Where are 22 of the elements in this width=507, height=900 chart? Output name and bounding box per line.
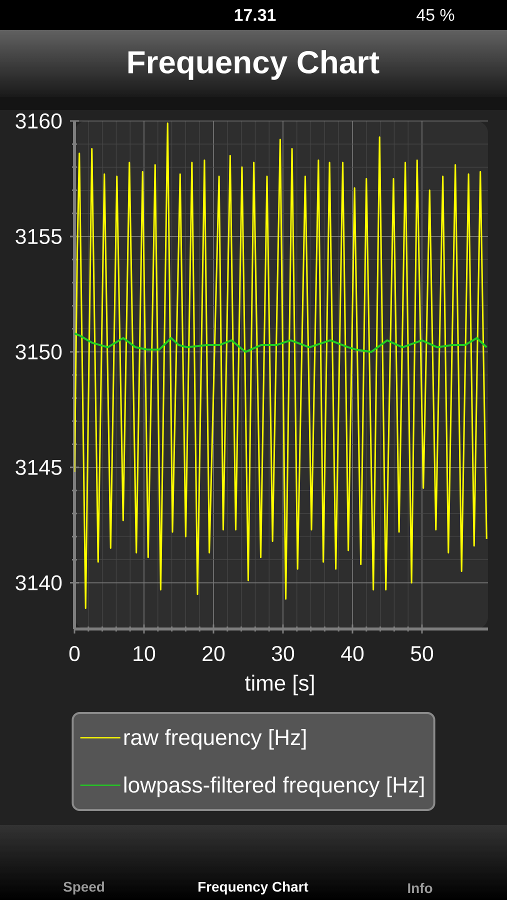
x-tick-label: 50 <box>410 646 434 662</box>
y-tick-label: 3140 <box>16 575 62 590</box>
legend-label: raw frequency [Hz] <box>124 729 306 750</box>
text: Speed <box>63 881 104 894</box>
line-series <box>74 332 488 353</box>
chart-title: Frequency Chart <box>128 50 380 80</box>
legend-label: lowpass-filtered frequency [Hz] <box>124 776 424 798</box>
x-tick-label: 20 <box>202 646 225 662</box>
text: 45 % <box>416 9 454 21</box>
y-tick-label: 3160 <box>16 113 62 129</box>
x-axis-title: time [s] <box>245 674 314 696</box>
x-tick-label: 30 <box>272 646 294 662</box>
x-tick-label: 40 <box>341 646 364 662</box>
text: Frequency Chart <box>198 881 308 894</box>
line-series <box>74 122 488 609</box>
x-tick-label: 10 <box>134 646 156 662</box>
y-tick-label: 3150 <box>16 344 62 360</box>
text: Info <box>408 882 432 894</box>
text: 17.31 <box>234 8 276 22</box>
y-tick-label: 3155 <box>16 228 62 244</box>
y-tick-label: 3145 <box>16 460 62 475</box>
x-tick-label: 0 <box>69 646 80 662</box>
